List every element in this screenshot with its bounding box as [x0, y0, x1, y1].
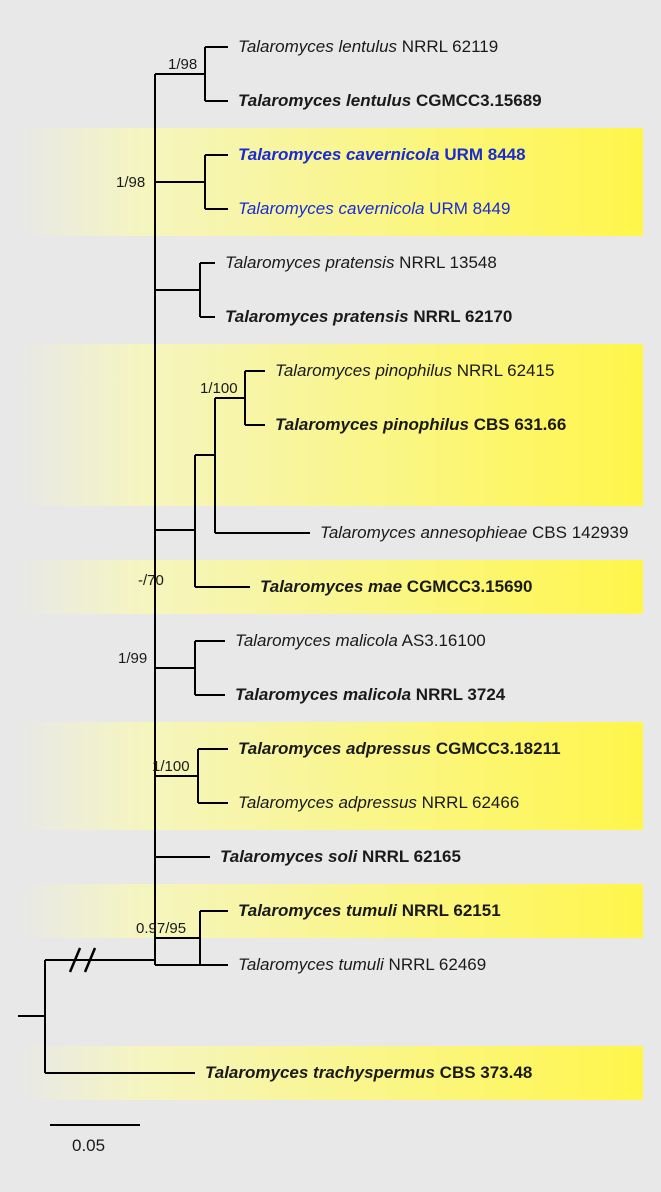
species-name: Talaromyces adpressus [238, 793, 417, 812]
taxon-label: Talaromyces soli NRRL 62165 [220, 847, 461, 867]
taxon-label: Talaromyces pratensis NRRL 13548 [225, 253, 497, 273]
taxon-label: Talaromyces adpressus NRRL 62466 [238, 793, 519, 813]
taxon-label: Talaromyces lentulus CGMCC3.15689 [238, 91, 542, 111]
taxon-label: Talaromyces trachyspermus CBS 373.48 [205, 1063, 532, 1083]
species-name: Talaromyces pratensis [225, 307, 409, 326]
strain-code: NRRL 62170 [409, 307, 513, 326]
species-name: Talaromyces adpressus [238, 739, 431, 758]
strain-code: CBS 373.48 [435, 1063, 532, 1082]
taxon-label: Talaromyces pratensis NRRL 62170 [225, 307, 512, 327]
strain-code: CBS 142939 [527, 523, 628, 542]
species-name: Talaromyces pratensis [225, 253, 394, 272]
strain-code: NRRL 62151 [397, 901, 501, 920]
strain-code: CGMCC3.15690 [402, 577, 532, 596]
scale-bar-label: 0.05 [72, 1136, 105, 1156]
species-name: Talaromyces mae [260, 577, 402, 596]
species-name: Talaromyces cavernicola [238, 199, 424, 218]
support-value: 1/100 [152, 758, 190, 775]
taxon-label: Talaromyces adpressus CGMCC3.18211 [238, 739, 561, 759]
species-name: Talaromyces malicola [235, 685, 411, 704]
taxon-label: Talaromyces mae CGMCC3.15690 [260, 577, 532, 597]
species-name: Talaromyces lentulus [238, 37, 397, 56]
strain-code: NRRL 62165 [357, 847, 461, 866]
strain-code: NRRL 62119 [397, 37, 498, 56]
strain-code: CBS 631.66 [469, 415, 566, 434]
strain-code: CGMCC3.18211 [431, 739, 560, 758]
species-name: Talaromyces tumuli [238, 901, 397, 920]
support-value: 1/100 [200, 380, 238, 397]
strain-code: URM 8448 [440, 145, 526, 164]
strain-code: CGMCC3.15689 [411, 91, 541, 110]
strain-code: URM 8449 [424, 199, 510, 218]
species-name: Talaromyces tumuli [238, 955, 384, 974]
taxon-label: Talaromyces cavernicola URM 8448 [238, 145, 526, 165]
species-name: Talaromyces soli [220, 847, 357, 866]
species-name: Talaromyces cavernicola [238, 145, 440, 164]
taxon-label: Talaromyces malicola NRRL 3724 [235, 685, 505, 705]
species-name: Talaromyces lentulus [238, 91, 411, 110]
taxon-label: Talaromyces lentulus NRRL 62119 [238, 37, 498, 57]
strain-code: NRRL 13548 [394, 253, 496, 272]
support-value: 1/99 [118, 650, 147, 667]
species-name: Talaromyces trachyspermus [205, 1063, 435, 1082]
support-value: 0.97/95 [136, 920, 186, 937]
species-name: Talaromyces pinophilus [275, 415, 469, 434]
species-name: Talaromyces annesophieae [320, 523, 527, 542]
species-name: Talaromyces malicola [235, 631, 398, 650]
strain-code: NRRL 62466 [417, 793, 519, 812]
phylogeny-figure: Talaromyces lentulus NRRL 62119Talaromyc… [0, 0, 661, 1192]
taxon-label: Talaromyces cavernicola URM 8449 [238, 199, 510, 219]
strain-code: NRRL 62469 [384, 955, 486, 974]
support-value: 1/98 [116, 174, 145, 191]
taxon-label: Talaromyces malicola AS3.16100 [235, 631, 486, 651]
taxon-label: Talaromyces pinophilus NRRL 62415 [275, 361, 554, 381]
taxon-label: Talaromyces annesophieae CBS 142939 [320, 523, 628, 543]
support-value: 1/98 [168, 56, 197, 73]
support-value: -/70 [138, 572, 164, 589]
strain-code: AS3.16100 [398, 631, 486, 650]
strain-code: NRRL 3724 [411, 685, 505, 704]
strain-code: NRRL 62415 [452, 361, 554, 380]
taxon-label: Talaromyces pinophilus CBS 631.66 [275, 415, 566, 435]
taxon-label: Talaromyces tumuli NRRL 62151 [238, 901, 501, 921]
species-name: Talaromyces pinophilus [275, 361, 452, 380]
taxon-label: Talaromyces tumuli NRRL 62469 [238, 955, 486, 975]
